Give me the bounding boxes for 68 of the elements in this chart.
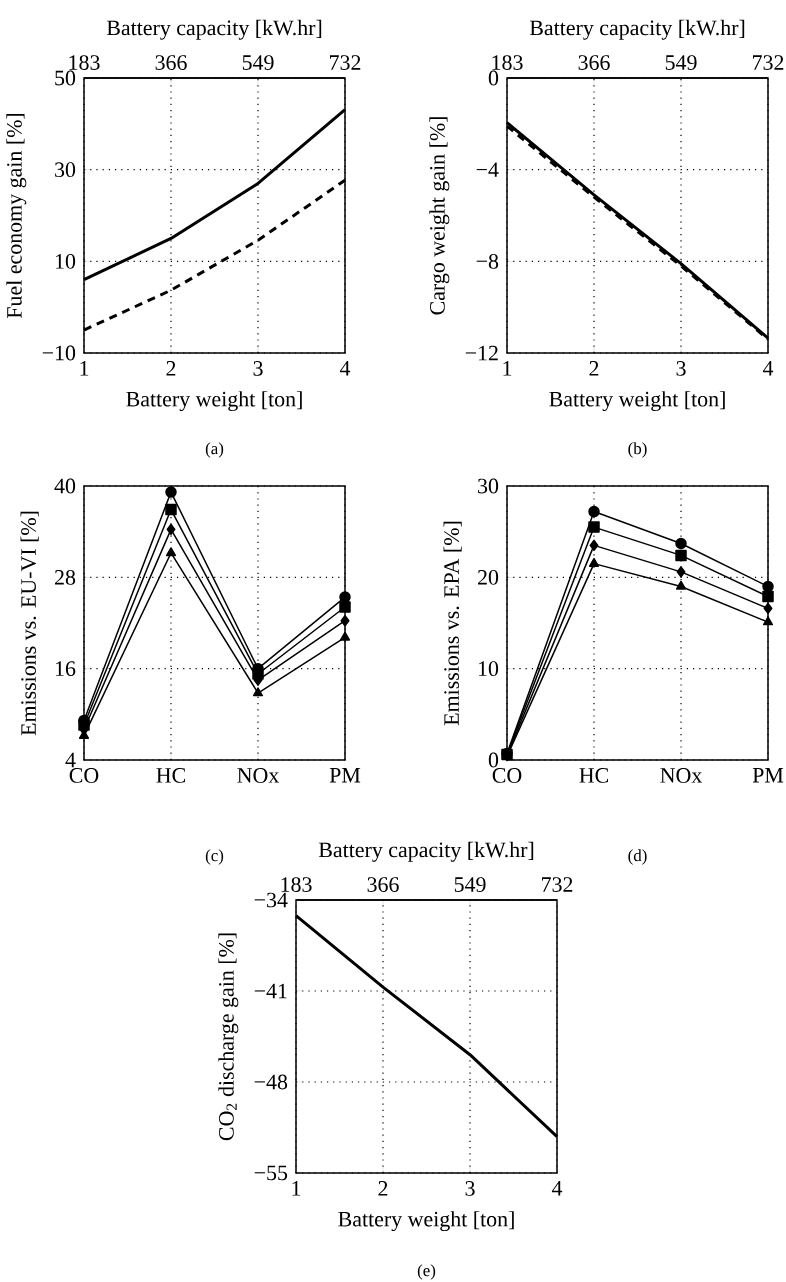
x-axis-title: Battery weight [ton] — [338, 1211, 514, 1232]
x-tick-label: 4 — [551, 1181, 563, 1196]
x2-tick-label: 732 — [330, 55, 361, 70]
x2-axis-title: Battery capacity [kW.hr] — [529, 19, 745, 40]
x-tick-label: PM — [752, 768, 784, 783]
y-tick-label: −10 — [42, 345, 76, 361]
x-tick-label: 4 — [762, 361, 774, 376]
x-tick-label: 2 — [378, 1181, 388, 1196]
y-tick-label: −4 — [476, 162, 499, 177]
y-axis-title: Fuel economy gain [%] — [6, 113, 27, 319]
y-tick-label: 50 — [55, 70, 76, 86]
y-tick-label: −8 — [476, 253, 499, 269]
y-tick-label: 30 — [55, 162, 76, 178]
x2-tick-label: 183 — [281, 877, 312, 892]
y-tick-label: 10 — [478, 661, 499, 677]
x2-tick-label: 732 — [753, 55, 784, 70]
x-tick-label: NOx — [660, 768, 703, 783]
x-tick-label: 2 — [589, 361, 599, 376]
text: (c) — [205, 849, 224, 865]
y-tick-label: 0 — [488, 70, 499, 86]
y-axis-title: Emissions vs. EU-VI [%] — [20, 511, 39, 736]
x-axis-title: Battery weight [ton] — [126, 391, 302, 412]
x-tick-label: HC — [156, 768, 186, 783]
x-tick-label: 3 — [465, 1181, 475, 1196]
text: (d) — [628, 849, 647, 865]
x2-axis-title: Battery capacity [kW.hr] — [318, 841, 534, 862]
y-tick-label: 28 — [55, 569, 76, 585]
x-tick-label: PM — [329, 768, 361, 783]
x2-tick-label: 366 — [155, 55, 187, 70]
x2-tick-label: 549 — [242, 55, 274, 70]
y-tick-label: 20 — [478, 569, 499, 585]
y-tick-label: −34 — [254, 892, 288, 908]
y-tick-label: 16 — [55, 661, 76, 677]
x-tick-label: CO — [69, 768, 99, 783]
x-tick-label: NOx — [237, 768, 280, 783]
x2-tick-label: 366 — [367, 877, 399, 892]
x2-tick-label: 183 — [492, 55, 523, 70]
x2-tick-label: 549 — [454, 877, 486, 892]
y-axis-title: CO$_{2}$ discharge gain [%] — [218, 933, 239, 1141]
x-axis-title: Battery weight [ton] — [549, 391, 725, 412]
y-tick-label: 40 — [54, 478, 76, 494]
x2-axis-title: Battery capacity [kW.hr] — [106, 19, 322, 40]
text: (e) — [417, 1264, 436, 1280]
x-tick-label: HC — [579, 768, 609, 783]
y-tick-label: 0 — [488, 752, 499, 768]
y-tick-label: −55 — [254, 1165, 288, 1181]
x-tick-label: 1 — [503, 361, 512, 376]
y-tick-label: 30 — [478, 478, 499, 494]
x2-tick-label: 549 — [665, 55, 697, 70]
x-tick-label: CO — [492, 768, 522, 783]
x-tick-label: 1 — [292, 1181, 301, 1196]
x-tick-label: 4 — [339, 361, 351, 376]
y-tick-label: −48 — [254, 1074, 288, 1090]
y-tick-label: 10 — [55, 253, 76, 269]
x-tick-label: 3 — [676, 361, 686, 376]
text: (b) — [628, 442, 647, 458]
y-tick-label: 4 — [65, 752, 76, 768]
x2-tick-label: 366 — [578, 55, 610, 70]
x-tick-label: 2 — [166, 361, 176, 376]
y-tick-label: −12 — [465, 345, 498, 361]
y-tick-label: −41 — [254, 983, 287, 999]
x2-tick-label: 732 — [542, 877, 573, 892]
x-tick-label: 1 — [80, 361, 89, 376]
x-tick-label: 3 — [253, 361, 263, 376]
y-axis-title: Cargo weight gain [%] — [429, 117, 450, 315]
text: (a) — [205, 442, 224, 458]
x2-tick-label: 183 — [69, 55, 100, 70]
y-axis-title: Emissions vs. EPA [%] — [443, 521, 462, 726]
